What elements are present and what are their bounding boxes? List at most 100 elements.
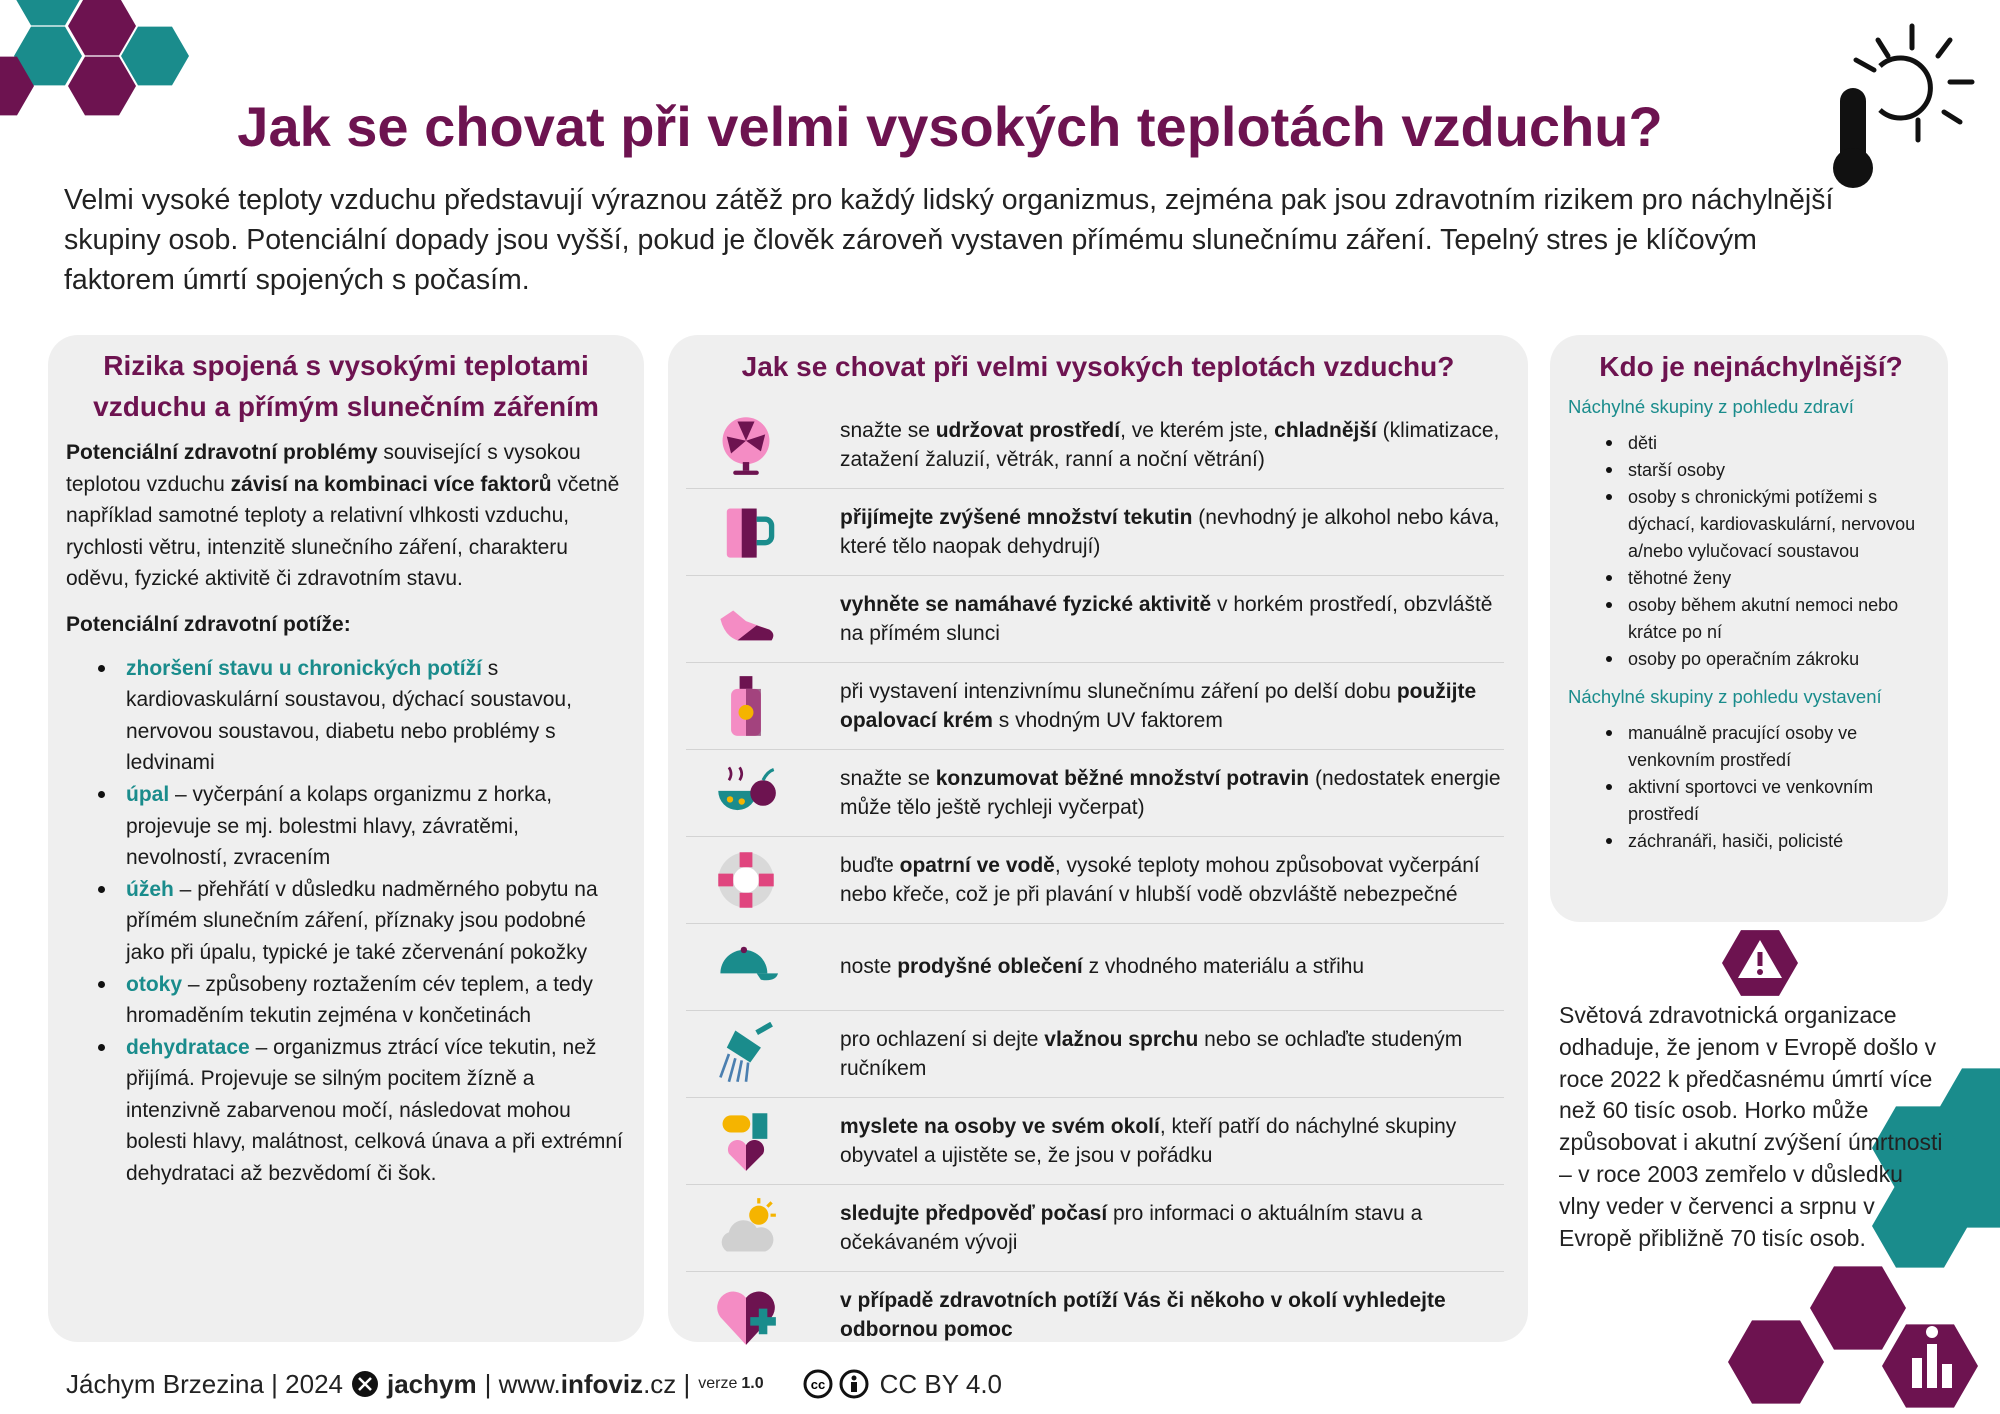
icon-shape [755,1022,773,1035]
icon-shape [746,1139,765,1171]
hexagon [68,56,136,116]
text-run: , ve kterém jste, [1120,418,1275,442]
group-list: děti starší osoby osoby s chronickými potí… [1568,430,1934,673]
risk-item: otoky – způsobeny roztažením cév teplem,… [66,969,626,1032]
x-logo [352,1371,378,1397]
text-run: (klimatizace, zatažení žaluzií, větrák, … [840,418,1500,472]
advice-row: sledujte předpověď počasí pro informaci … [686,1185,1504,1272]
text-run: .cz | [643,1369,691,1399]
handle: jachym [387,1369,477,1399]
advice-text: myslete na osoby ve svém okolí, kteří pa… [840,1112,1504,1171]
risks-panel: Rizika spojená s vysokými teplotami vzdu… [48,335,644,1342]
risk-item: zhoršení stavu u chronických potíží s ka… [66,653,626,779]
advice-icon [720,610,774,641]
advice-row: přijímejte zvýšené množství tekutin (nev… [686,489,1504,576]
group-item: záchranáři, hasiči, policisté [1568,828,1934,855]
icon-shape [742,462,750,471]
risks-title: Rizika spojená s vysokými teplotami vzdu… [93,350,599,422]
icon-shape [761,768,775,781]
group-heading: Náchylné skupiny z pohledu vystavení [1568,686,1882,707]
text-run: , vysoké teploty mohou způsobovat vyčerp… [840,853,1480,907]
text-run: úžeh [126,877,174,901]
advice-text: snažte se konzumovat běžné množství potr… [840,764,1504,823]
text-run: sledujte předpověď počasí [840,1201,1108,1225]
icon-shape [726,421,766,454]
text-run: úpal [126,782,170,806]
advice-icon [722,417,770,475]
text-run: dehydratace [126,1035,250,1059]
text-run: vlažnou sprchu [1044,1027,1199,1051]
advice-icon [722,1113,768,1171]
risk-item: dehydratace – organizmus ztrácí více tek… [66,1032,626,1190]
text-run: snažte se [840,766,936,790]
icon-shape [850,1382,857,1392]
advice-icon [718,852,774,908]
icon-shape [851,1375,857,1381]
icon-shape [722,417,770,465]
text-run: – organizmus ztrácí více tekutin, než př… [126,1035,623,1186]
advice-text: pro ochlazení si dejte vlažnou sprchu ne… [840,1025,1504,1084]
icon-shape [722,1115,751,1133]
main-title: Jak se chovat při velmi vysokých teplotá… [237,95,1663,158]
icon-shape [746,688,761,736]
text-run: opatrní ve vodě [899,853,1055,877]
advice-icon [719,1022,773,1083]
group-item: osoby s chronickými potížemi s dýchací, … [1568,484,1934,565]
icon-shape [726,1030,761,1063]
icon-shape [726,796,734,803]
text-run: vyhněte se namáhavé fyzické aktivitě [840,592,1212,616]
text-run: zhoršení stavu u chronických potíží [126,656,482,680]
group-item: osoby během akutní nemoci nebo krátce po… [1568,592,1934,646]
icon-shape [720,949,768,974]
text-run: (nedostatek energie může tělo ještě rych… [840,766,1501,820]
text-run: buďte [840,853,900,877]
text-run: při vystavení intenzivnímu slunečnímu zá… [840,679,1397,703]
group-item: osoby po operačním zákroku [1568,646,1934,673]
text-run: použijte opalovací krém [840,679,1477,733]
text-run: související s vysokou teplotou vzduchu [66,441,581,496]
icon-shape [756,973,778,981]
hexagon [121,26,189,86]
hexagon [1810,1266,1906,1350]
hexagon [1872,1184,1968,1268]
icon-shape [749,1205,769,1225]
advice-icon [731,676,761,736]
intro: Velmi vysoké teploty vzduchu představují… [64,184,1834,296]
advice-panel: Jak se chovat při velmi vysokých teplotá… [668,335,1528,1345]
stats-icon [1912,1358,1922,1388]
thermometer-bulb [1833,148,1873,188]
vulnerable-panel: Kdo je nejnáchylnější? Náchylné skupiny … [1550,335,1948,922]
advice-row: pro ochlazení si dejte vlažnou sprchu ne… [686,1011,1504,1098]
icon-shape [803,1369,833,1399]
version-label: verze [698,1375,738,1392]
icon-shape [358,1377,372,1391]
text-run: chladnější [1274,418,1377,442]
footer: Jáchym Brzezina | 2024 jachym | www.info… [66,1366,1002,1402]
group-item: manuálně pracující osoby ve venkovním pr… [1568,720,1934,774]
text-run: z vhodného materiálu a střihu [1082,955,1365,979]
text-run: – způsobeny roztažením cév teplem, a ted… [126,972,593,1028]
text-run: | www. [484,1369,561,1399]
icon-shape [733,470,759,475]
risks-list: zhoršení stavu u chronických potíží s ka… [66,653,626,1190]
text-run: včetně například samotné teploty a relat… [66,472,620,591]
advice-text: při vystavení intenzivnímu slunečnímu zá… [840,677,1504,736]
hexagon [1938,1068,2000,1152]
text-run: – přehřátí v důsledku nadměrného pobytu … [126,877,598,964]
thermometer [1840,88,1866,168]
advice-text: vyhněte se namáhavé fyzické aktivitě v h… [840,590,1504,649]
text-run: přijímejte zvýšené množství tekutin [840,505,1193,529]
text-run: pro informaci o aktuálním stavu a očekáv… [840,1201,1423,1255]
stats-icon [1927,1344,1937,1388]
advice-icon [726,508,775,558]
group-item: děti [1568,430,1934,457]
group-item: těhotné ženy [1568,565,1934,592]
advice-text: noste prodyšné oblečení z vhodného mater… [840,952,1504,982]
text-run: – vyčerpání a kolaps organizmu z horka, … [126,782,553,870]
text-run: s kardiovaskulární soustavou, dýchací so… [126,656,572,775]
stats-icon [1942,1364,1952,1388]
advice-text: snažte se udržovat prostředí, ve kterém … [840,416,1504,475]
advice-icon [717,1291,776,1345]
risks-subtitle: Potenciální zdravotní potíže: [66,612,351,636]
